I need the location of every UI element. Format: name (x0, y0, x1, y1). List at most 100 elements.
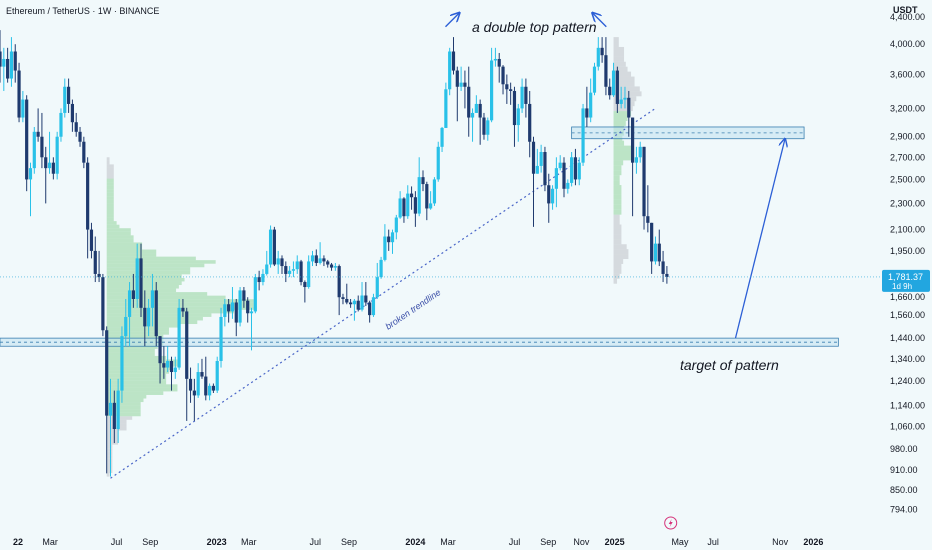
volume-profile-bar (613, 106, 633, 112)
volume-profile-bar (613, 170, 622, 176)
candle-body (227, 304, 231, 312)
y-tick-label: 1,440.00 (890, 333, 925, 343)
candle-body (558, 162, 562, 169)
volume-profile-bar (106, 182, 114, 186)
candle-body (390, 232, 395, 243)
volume-profile-bar (106, 405, 141, 410)
volume-profile-bar (613, 214, 620, 220)
volume-profile-bar (613, 165, 622, 171)
x-tick-label: Jul (509, 537, 521, 547)
volume-profile-bar (106, 270, 191, 275)
volume-profile-bar (106, 434, 119, 438)
volume-profile-bar (613, 268, 622, 274)
candle-body (409, 193, 414, 198)
volume-profile-bar (613, 244, 627, 250)
volume-profile-bar (106, 185, 114, 190)
candle-body (337, 266, 341, 298)
candle-body (185, 311, 189, 379)
volume-profile-bar (613, 66, 628, 72)
candle-body (429, 203, 433, 209)
axis-layer: 4,400.00 4,000.00 3,600.00 3,200.00 2,900.00… (0, 5, 930, 547)
candle-body (147, 307, 151, 327)
candle-body (177, 307, 181, 368)
candle-body (2, 58, 6, 67)
price-badge-value: 1,781.37 (888, 272, 923, 282)
volume-profile-bar (613, 249, 629, 255)
candle-body (59, 112, 63, 137)
volume-profile-bar (613, 111, 632, 117)
candle-body (223, 304, 227, 317)
candle-body (615, 70, 619, 104)
volume-profile-bar (106, 175, 114, 179)
candle-body (21, 99, 25, 118)
volume-profile-bar (613, 61, 626, 67)
y-tick-label: 1,140.00 (890, 400, 925, 410)
candle-body (44, 157, 48, 169)
candle-body (467, 86, 471, 118)
volume-profile-bar (613, 37, 619, 43)
volume-profile-bar (106, 192, 114, 197)
y-tick-label: 2,900.00 (890, 132, 925, 142)
volume-profile-bar (106, 206, 114, 211)
candle-body (417, 177, 421, 214)
volume-profile-bar (106, 398, 144, 403)
candle-body (47, 162, 52, 169)
candle-body (440, 127, 444, 147)
volume-profile-bar (106, 228, 131, 232)
volume-profile-bar (106, 412, 141, 417)
volume-profile-bar (106, 295, 226, 300)
volume-profile-bar (106, 235, 134, 239)
candle-body (570, 157, 574, 183)
x-tick-label: 2026 (803, 537, 823, 547)
candle-body (585, 108, 589, 118)
candle-body (200, 372, 204, 377)
candle-body (425, 184, 429, 209)
candle-body (158, 336, 162, 364)
candle-body (524, 86, 528, 104)
x-tick-label: Jul (111, 537, 123, 547)
candle-body (112, 402, 116, 430)
volume-profile-bar (106, 451, 113, 456)
x-tick-label: Jul (309, 537, 321, 547)
volume-profile-bar (106, 345, 158, 349)
volume-profile-bar (106, 391, 164, 395)
candle-body (36, 131, 40, 137)
volume-profile-bar (106, 277, 185, 282)
volume-profile-bar (106, 473, 110, 477)
candle-body (63, 86, 67, 113)
candle-body (127, 290, 132, 317)
volume-profile-bar (106, 448, 113, 452)
volume-profile-bar (613, 254, 629, 260)
volume-profile-bar (106, 199, 114, 204)
volume-profile-bar (106, 469, 113, 474)
volume-profile-bar (106, 157, 110, 161)
candle-body (413, 197, 417, 214)
candle-body (592, 66, 597, 93)
y-tick-label: 4,400.00 (890, 12, 925, 22)
volume-profile-bar (106, 313, 212, 317)
candle-body (242, 290, 246, 301)
volume-profile-bar (106, 253, 157, 257)
candle-body (543, 152, 547, 186)
lightning-icon (664, 516, 678, 530)
candle-body (93, 250, 97, 274)
double-top-annotation: a double top pattern (472, 19, 597, 35)
candle-body (360, 295, 364, 310)
candle-body (318, 258, 322, 263)
candle-body (356, 300, 360, 310)
candle-body (627, 97, 631, 118)
candle-body (611, 70, 616, 96)
volume-profile-bar (106, 249, 157, 254)
candle-body (375, 277, 379, 298)
volume-profile-bar (106, 274, 182, 278)
volume-profile-bar (106, 327, 169, 332)
volume-profile-bar (106, 189, 114, 193)
volume-profile-bar (613, 204, 622, 210)
volume-profile-bar (106, 458, 113, 463)
candle-body (51, 162, 55, 174)
support-zone (0, 337, 839, 347)
volume-profile-bar (106, 441, 119, 445)
candle-body (455, 70, 459, 87)
candle-body (131, 290, 135, 299)
